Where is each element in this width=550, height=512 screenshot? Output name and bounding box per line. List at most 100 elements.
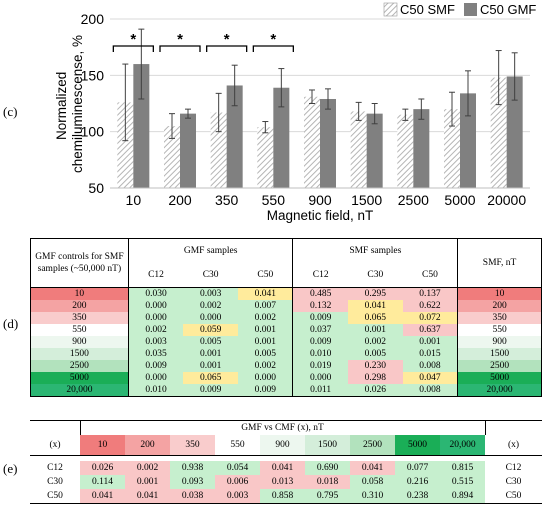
row-field-label: 5000 — [30, 372, 129, 384]
bar-gmf — [413, 109, 430, 188]
bar-smf — [164, 126, 180, 188]
bar-chart: 50 100 150 200 10 200 350 550 900 1500 2500 5000 200… — [54, 2, 536, 223]
p-value-cell: 0.047 — [402, 372, 459, 384]
table-e-corner — [485, 420, 542, 435]
p-value-cell: 0.009 — [292, 336, 348, 348]
p-value-cell: 0.622 — [402, 300, 459, 312]
p-value-cell: 0.216 — [395, 475, 440, 489]
bar-smf — [350, 111, 367, 188]
significance-star: * — [177, 31, 183, 48]
x-tick-label: 2500 — [398, 192, 429, 208]
p-value-cell: 0.003 — [183, 287, 239, 300]
bar-gmf — [366, 113, 383, 188]
panel-label-c: (c) — [3, 104, 18, 119]
p-value-cell: 0.938 — [170, 461, 215, 475]
bar-smf — [257, 127, 274, 188]
x-axis-label: Magnetic field, nT — [267, 208, 374, 223]
p-value-cell: 0.093 — [170, 475, 215, 489]
p-value-cell: 0.000 — [292, 372, 348, 384]
legend-swatch-smf — [383, 2, 398, 17]
p-value-cell: 0.009 — [183, 384, 239, 397]
p-value-cell: 0.037 — [292, 324, 348, 336]
bar-smf — [117, 102, 134, 188]
p-value-cell: 0.013 — [260, 475, 305, 489]
x-header-cell: 20,000 — [440, 435, 485, 456]
x-header-cell: 900 — [260, 435, 305, 456]
significance-bracket — [252, 45, 294, 52]
p-value-cell: 0.010 — [128, 384, 184, 397]
significance-bracket — [112, 45, 154, 52]
x-tick-label: 20000 — [487, 192, 526, 208]
bar-smf — [397, 114, 414, 188]
chart-bars — [117, 28, 523, 188]
y-tick-label: 50 — [88, 180, 104, 196]
p-value-cell: 0.026 — [347, 384, 403, 397]
row-field-label: 550 — [30, 324, 129, 336]
p-value-cell: 0.001 — [238, 336, 294, 348]
row-field-label: 200 — [30, 300, 129, 312]
p-value-cell: 0.002 — [238, 312, 294, 324]
p-value-cell: 0.002 — [183, 300, 239, 312]
x-tick-label: 550 — [262, 192, 286, 208]
row-field-label-right: 900 — [457, 336, 542, 348]
y-axis-label: Normalized chemiluminescense, % — [54, 35, 85, 173]
x-header-cell: 350 — [170, 435, 215, 456]
p-value-cell: 0.054 — [215, 461, 260, 475]
p-value-cell: 0.009 — [292, 312, 348, 324]
p-value-cell: 0.000 — [128, 372, 184, 384]
p-value-cell: 0.007 — [238, 300, 294, 312]
p-value-cell: 0.114 — [80, 475, 125, 489]
p-value-cell: 0.001 — [125, 475, 170, 489]
x-header-cell: 2500 — [350, 435, 395, 456]
row-field-label: 350 — [30, 312, 129, 324]
row-label: C12 — [47, 463, 63, 473]
bar-gmf — [133, 64, 150, 188]
row-field-label-right: 2500 — [457, 360, 542, 372]
row-field-label-right: 350 — [457, 312, 542, 324]
bar-gmf — [226, 85, 243, 188]
significance-star: * — [130, 31, 136, 48]
p-value-cell: 0.515 — [440, 475, 485, 489]
p-value-cell: 0.003 — [215, 489, 260, 504]
table-row: 5000 0.000 0.065 0.000 0.000 0.298 0.047 5000 — [30, 372, 542, 384]
p-value-cell: 0.009 — [238, 384, 294, 397]
x-tick-label: 1500 — [351, 192, 382, 208]
row-field-label-right: 20,000 — [457, 384, 542, 397]
table-row: 20,000 0.010 0.009 0.009 0.011 0.026 0.008 20,0… — [30, 384, 542, 397]
table-row: 1500 0.035 0.001 0.005 0.010 0.005 0.015 1500 — [30, 348, 542, 360]
row-field-label-right: 200 — [457, 300, 542, 312]
bar-smf — [210, 112, 227, 188]
row-label: C50 — [30, 489, 80, 504]
p-value-cell: 0.006 — [215, 475, 260, 489]
p-value-cell: 0.026 — [80, 461, 125, 475]
x-tick-label: 200 — [168, 192, 192, 208]
p-value-cell: 0.002 — [238, 360, 294, 372]
bar-gmf — [273, 87, 290, 188]
bar-gmf — [506, 76, 523, 188]
x-tick-label: 900 — [308, 192, 332, 208]
row-field-label: 1500 — [30, 348, 129, 360]
p-value-cell: 0.637 — [402, 324, 459, 336]
p-value-cell: 0.000 — [183, 312, 239, 324]
table-row: 10 0.030 0.003 0.041 0.485 0.295 0.137 10 — [30, 287, 542, 300]
p-value-cell: 0.815 — [440, 461, 485, 475]
p-value-cell: 0.298 — [347, 372, 403, 384]
p-value-cell: 0.000 — [238, 372, 294, 384]
header-col: C30 — [183, 263, 239, 288]
x-label-right: (x) — [485, 435, 542, 456]
header-col: C12 — [128, 263, 184, 288]
p-value-cell: 0.002 — [347, 336, 403, 348]
bar-gmf — [180, 113, 196, 188]
p-value-cell: 0.005 — [238, 348, 294, 360]
p-value-cell: 0.132 — [292, 300, 348, 312]
header-col: C12 — [292, 263, 348, 288]
bar-smf — [490, 77, 507, 188]
row-field-label: 900 — [30, 336, 129, 348]
p-value-cell: 0.485 — [292, 287, 348, 300]
table-row: 2500 0.009 0.001 0.002 0.019 0.230 0.008 2500 — [30, 360, 542, 372]
row-label-right: C30 — [505, 477, 522, 487]
p-value-cell: 0.041 — [260, 461, 305, 475]
significance-bracket — [206, 45, 248, 52]
p-value-cell: 0.001 — [183, 348, 239, 360]
p-value-cell: 0.001 — [347, 324, 403, 336]
